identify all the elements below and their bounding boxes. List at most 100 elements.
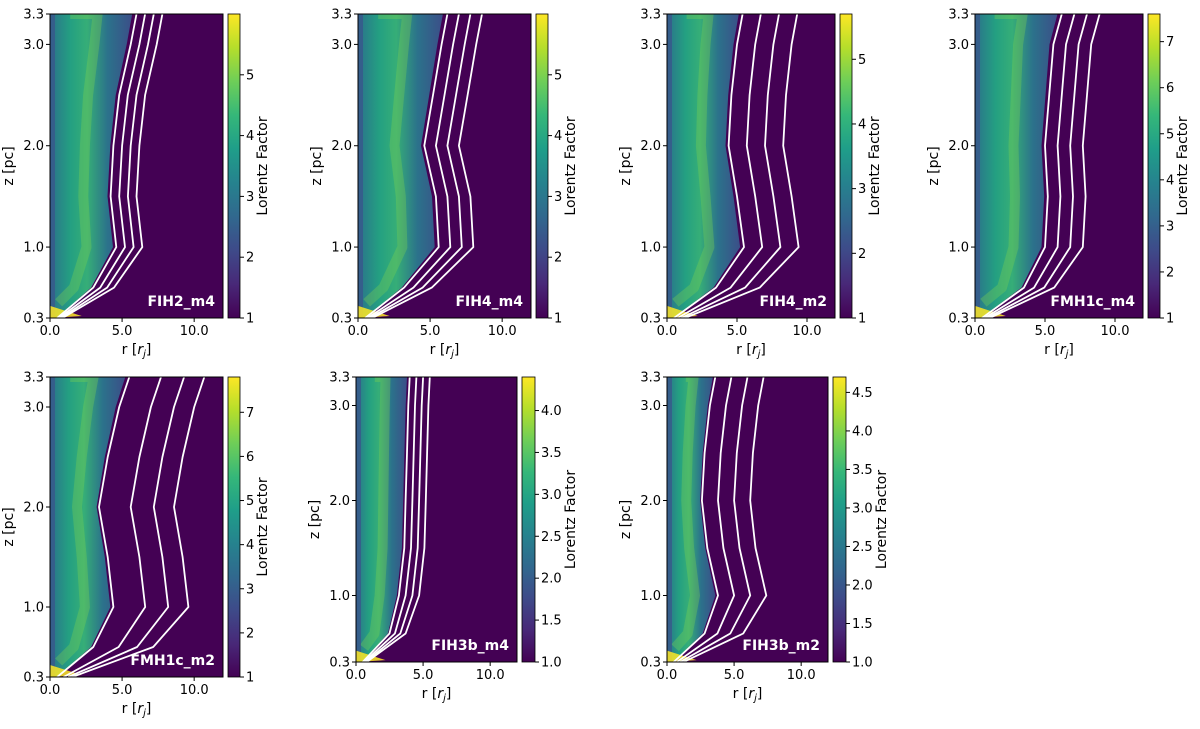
colorbar-tick-label: 1.5 [852, 617, 873, 632]
x-tick-label: 0.0 [40, 683, 61, 698]
jet-core-region [667, 14, 741, 318]
jet-axis-strip [50, 14, 55, 318]
contour-line-2 [58, 14, 146, 318]
y-tick-label: 3.0 [329, 399, 350, 414]
contour-line-1 [673, 377, 719, 662]
jet-axis-strip [356, 377, 361, 662]
panel-label: FIH4_m4 [455, 294, 523, 310]
plot-frame [974, 13, 1144, 319]
panel-label: FIH2_m4 [147, 294, 215, 310]
colorbar-tick-label: 1.0 [852, 656, 873, 671]
jet-core-region [667, 377, 716, 662]
colorbar-tick-label: 1.0 [541, 656, 562, 671]
colorbar-label: Lorentz Factor [867, 116, 883, 215]
x-tick-label: 5.0 [724, 668, 745, 683]
y-tick-label: 2.0 [948, 139, 969, 154]
colorbar-tick-label: 2.5 [852, 540, 873, 555]
y-tick-label: 1.0 [640, 589, 661, 604]
contour-line-2 [367, 14, 460, 318]
y-tick-label: 3.3 [640, 371, 661, 386]
y-tick-label: 2.0 [23, 139, 44, 154]
contour-line-1 [362, 377, 411, 662]
contour-line-4 [366, 377, 431, 662]
y-tick-label: 1.0 [23, 601, 44, 616]
panel-FIH3b_m4: FIH3b_m4 0.0 5.0 10.0 0.3 1.0 2.0 3.0 3.3 r [rj] z… [307, 371, 579, 705]
contour-line-1 [673, 14, 745, 318]
contour-line-4 [683, 377, 768, 662]
contour-line-2 [63, 377, 162, 677]
x-tick-label: 10.0 [180, 683, 209, 698]
y-tick-label: 3.0 [640, 38, 661, 53]
x-tick-label: 5.0 [112, 683, 133, 698]
colorbar-tick-label: 5 [246, 494, 254, 509]
y-tick-label: 0.3 [640, 312, 661, 327]
y-axis-label: z [pc] [926, 146, 942, 185]
jet-core-region [50, 14, 133, 318]
colorbar-tick-label: 7 [1166, 35, 1174, 50]
colorbar-tick-label: 2 [246, 251, 254, 266]
x-axis-label: r [rj] [430, 342, 460, 360]
colorbar-tick-label: 2 [246, 626, 254, 641]
colorbar-tick-label: 1.5 [541, 614, 562, 629]
x-axis-label: r [rj] [736, 342, 766, 360]
contour-line-4 [71, 377, 206, 677]
colorbar-label: Lorentz Factor [563, 470, 579, 569]
colorbar-tick-label: 2.0 [541, 572, 562, 587]
colorbar-tick-label: 3 [246, 190, 254, 205]
y-tick-label: 2.0 [329, 494, 350, 509]
colorbar-tick-label: 6 [246, 450, 254, 465]
y-tick-label: 3.0 [948, 38, 969, 53]
jet-core-region [358, 14, 443, 318]
y-tick-label: 0.3 [640, 656, 661, 671]
x-tick-label: 5.0 [727, 324, 748, 339]
contour-line-2 [363, 377, 418, 662]
jet-axis-strip [667, 14, 672, 318]
x-tick-label: 0.0 [965, 324, 986, 339]
y-tick-label: 3.3 [23, 8, 44, 23]
x-axis-label: r [rj] [122, 342, 152, 360]
colorbar-tick-label: 6 [1166, 81, 1174, 96]
plot-frame [49, 376, 224, 678]
colorbar-tick-label: 2 [554, 251, 562, 266]
colorbar-tick-label: 4 [246, 129, 254, 144]
colorbar-tick-label: 7 [246, 406, 254, 421]
contour-line-3 [679, 377, 752, 662]
colorbar-tick-label: 3 [554, 190, 562, 205]
jet-axis-strip [50, 377, 55, 677]
y-axis-label: z [pc] [307, 500, 323, 539]
panel-label: FIH3b_m2 [742, 638, 820, 654]
y-tick-label: 3.0 [331, 38, 352, 53]
x-tick-label: 10.0 [180, 324, 209, 339]
colorbar [839, 13, 853, 319]
colorbar-tick-label: 1 [246, 312, 254, 327]
x-tick-label: 0.0 [346, 668, 367, 683]
panel-label: FMH1c_m2 [130, 653, 215, 669]
colorbar-tick-label: 1 [1166, 312, 1174, 327]
x-tick-label: 10.0 [787, 668, 816, 683]
plot-frame [49, 13, 224, 319]
colorbar-tick-label: 2 [1166, 265, 1174, 280]
x-tick-label: 0.0 [348, 324, 369, 339]
colorbar-label: Lorentz Factor [874, 470, 890, 569]
panel-FIH3b_m2: FIH3b_m2 0.0 5.0 10.0 0.3 1.0 2.0 3.0 3.3 r [rj] z… [618, 371, 890, 705]
plot-frame [355, 376, 518, 663]
colorbar-tick-label: 4.5 [852, 386, 873, 401]
jet-core-region [975, 14, 1058, 318]
colorbar-tick-label: 4 [246, 538, 254, 553]
y-tick-label: 1.0 [331, 241, 352, 256]
contour-line-1 [56, 14, 138, 318]
colorbar-tick-label: 4 [554, 129, 562, 144]
colorbar-label: Lorentz Factor [255, 477, 271, 576]
x-axis-label: r [rj] [422, 686, 452, 704]
y-tick-label: 3.3 [331, 8, 352, 23]
y-tick-label: 3.3 [948, 8, 969, 23]
colorbar [227, 376, 241, 678]
y-tick-label: 2.0 [640, 494, 661, 509]
colorbar-tick-label: 3.5 [852, 463, 873, 478]
colorbar-tick-label: 3 [1166, 219, 1174, 234]
colorbar-tick-label: 5 [1166, 127, 1174, 142]
contour-line-4 [371, 14, 483, 318]
jet-spine [55, 377, 99, 666]
colorbar [227, 13, 241, 319]
